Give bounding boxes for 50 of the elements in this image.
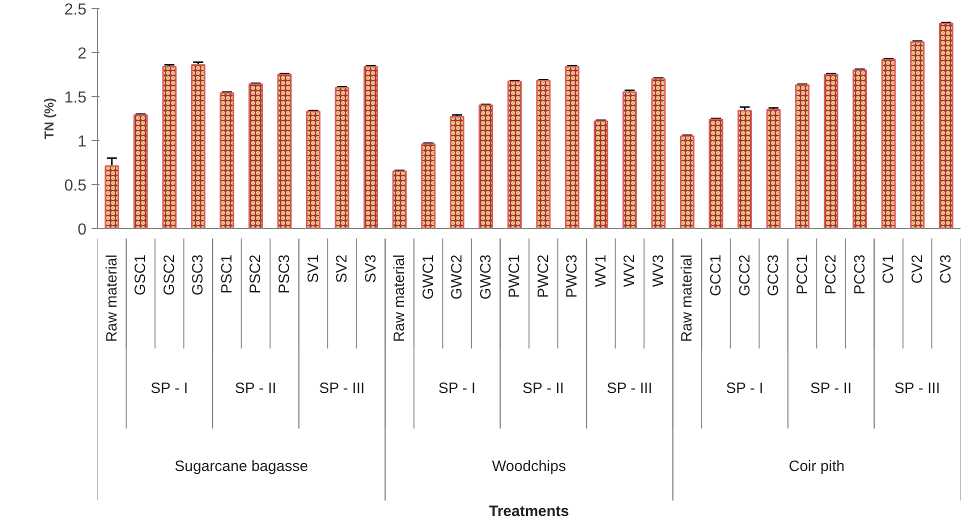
text: SP - III — [606, 380, 652, 397]
text: SP - I — [726, 380, 764, 397]
x-tick-label: PCC3 — [851, 254, 868, 295]
x-tick-label: GSC1 — [132, 254, 150, 296]
y-tick-label: 1.5 — [64, 90, 87, 106]
text: SP - II — [810, 380, 852, 397]
y-tick-label: 0 — [78, 222, 87, 238]
x-tick-label: GCC3 — [765, 254, 782, 296]
y-tick-label: 1 — [78, 134, 87, 150]
x-tick-label: CV3 — [938, 254, 955, 284]
x-tick-label: WV2 — [621, 254, 638, 288]
y-tick-label: 2 — [78, 46, 87, 62]
x-tick-label: SV2 — [334, 254, 351, 283]
text: Woodchips — [492, 458, 566, 475]
text: Sugarcane bagasse — [174, 458, 308, 475]
text: SP - III — [319, 380, 365, 397]
x-tick-label: GCC1 — [707, 254, 724, 296]
x-tick-label: CV1 — [880, 254, 898, 284]
text: Treatments — [488, 503, 570, 520]
x-tick-label: Raw material — [678, 254, 696, 342]
y-axis-title: TN (%) — [41, 98, 56, 140]
text: Coir pith — [788, 458, 845, 475]
x-tick-label: PCC1 — [794, 254, 811, 295]
x-tick-label: CV2 — [908, 254, 926, 284]
y-tick-label: 0.5 — [64, 178, 87, 194]
x-tick-label: PSC2 — [247, 254, 264, 294]
x-tick-label: SV3 — [362, 254, 380, 283]
x-tick-label: PWC2 — [534, 254, 552, 298]
x-tick-label: PCC2 — [822, 254, 840, 295]
x-tick-label: PSC1 — [218, 254, 236, 294]
x-tick-label: GWC1 — [420, 254, 437, 300]
x-tick-label: Raw material — [391, 254, 408, 342]
x-tick-label: PWC3 — [564, 254, 581, 298]
x-tick-label: WV1 — [592, 254, 610, 288]
x-tick-label: GSC3 — [190, 254, 207, 296]
text: SP - I — [150, 380, 188, 397]
x-tick-label: GCC2 — [736, 254, 754, 296]
x-tick-label: PSC3 — [276, 254, 293, 294]
text: SP - I — [438, 380, 476, 397]
x-tick-label: SV1 — [304, 254, 322, 283]
text: SP - III — [894, 380, 940, 397]
x-tick-label: GWC2 — [448, 254, 466, 300]
x-tick-label: Raw material — [103, 254, 120, 342]
text: SP - II — [234, 380, 276, 397]
x-tick-label: GSC2 — [160, 254, 178, 296]
x-tick-label: WV3 — [650, 254, 667, 288]
x-tick-label: PWC1 — [506, 254, 524, 298]
text: SP - II — [522, 380, 564, 397]
x-tick-label: GWC3 — [477, 254, 494, 300]
y-tick-label: 2.5 — [64, 2, 87, 18]
